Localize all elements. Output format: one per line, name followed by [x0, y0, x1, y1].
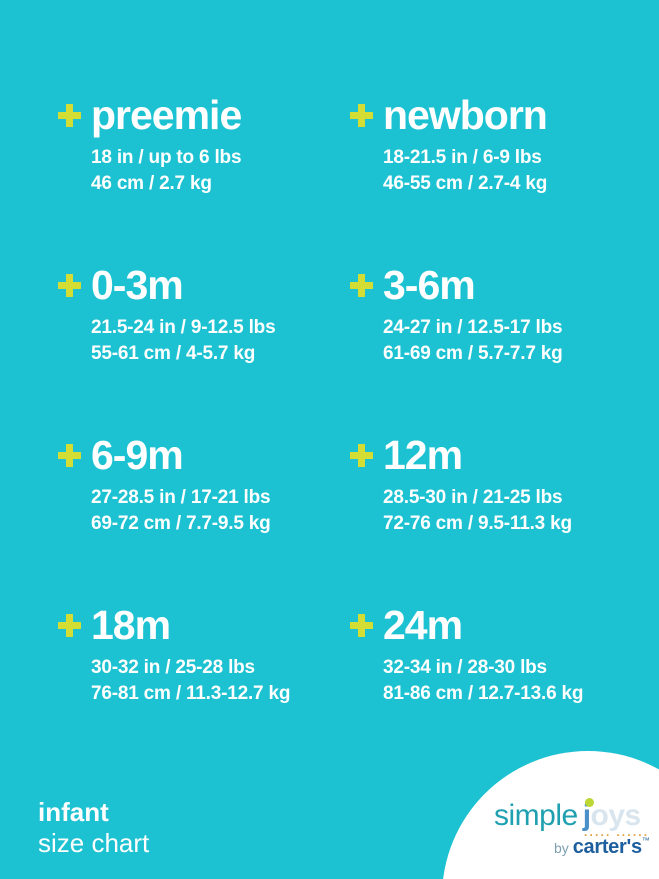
logo-letter-j: j — [582, 799, 591, 832]
size-imperial: 30-32 in / 25-28 lbs — [91, 657, 255, 678]
size-label: 18m — [91, 602, 171, 648]
size-metric: 69-72 cm / 7.7-9.5 kg — [91, 513, 271, 534]
plus-icon — [58, 274, 81, 297]
plus-icon — [350, 274, 373, 297]
plus-icon — [58, 104, 81, 127]
size-card-3-6m: 3-6m 24-27 in / 12.5-17 lbs 61-69 cm / 5… — [350, 265, 642, 435]
size-card-12m: 12m 28.5-30 in / 21-25 lbs 72-76 cm / 9.… — [350, 435, 642, 605]
plus-icon — [350, 614, 373, 637]
logo-word-carters: carter's — [572, 836, 642, 858]
logo-word-by: by — [554, 840, 573, 856]
trademark-symbol: ™ — [641, 836, 650, 845]
logo-dotted-underline: ····· ······ — [584, 828, 650, 842]
size-metric: 72-76 cm / 9.5-11.3 kg — [383, 513, 572, 534]
size-metric: 55-61 cm / 4-5.7 kg — [91, 343, 256, 364]
size-metric: 46-55 cm / 2.7-4 kg — [383, 173, 548, 194]
size-metric: 61-69 cm / 5.7-7.7 kg — [383, 343, 563, 364]
size-card-18m: 18m 30-32 in / 25-28 lbs 76-81 cm / 11.3… — [58, 605, 350, 775]
size-card-0-3m: 0-3m 21.5-24 in / 9-12.5 lbs 55-61 cm / … — [58, 265, 350, 435]
size-label: preemie — [91, 92, 242, 138]
size-card-preemie: preemie 18 in / up to 6 lbs 46 cm / 2.7 … — [58, 95, 350, 265]
size-label: 3-6m — [383, 262, 476, 308]
caption-title: infant — [38, 797, 109, 827]
size-label: 0-3m — [91, 262, 184, 308]
size-metric: 81-86 cm / 12.7-13.6 kg — [383, 683, 584, 704]
size-label: 6-9m — [91, 432, 184, 478]
size-metric: 76-81 cm / 11.3-12.7 kg — [91, 683, 291, 704]
size-imperial: 28.5-30 in / 21-25 lbs — [383, 487, 563, 508]
size-imperial: 24-27 in / 12.5-17 lbs — [383, 317, 563, 338]
simple-joys-logo: simple joys — [494, 801, 641, 831]
size-imperial: 18 in / up to 6 lbs — [91, 147, 242, 168]
size-metric: 46 cm / 2.7 kg — [91, 173, 212, 194]
size-card-24m: 24m 32-34 in / 28-30 lbs 81-86 cm / 12.7… — [350, 605, 642, 775]
logo-word-simple: simple — [494, 799, 578, 832]
caption-subtitle: size chart — [38, 828, 150, 858]
plus-icon — [350, 104, 373, 127]
size-imperial: 27-28.5 in / 17-21 lbs — [91, 487, 271, 508]
size-card-newborn: newborn 18-21.5 in / 6-9 lbs 46-55 cm / … — [350, 95, 642, 265]
brand-logo-circle: simple joys ····· ······ by carter's™ — [442, 751, 659, 879]
size-label: 24m — [383, 602, 463, 648]
logo-word-oys: oys — [590, 799, 642, 832]
size-imperial: 32-34 in / 28-30 lbs — [383, 657, 547, 678]
size-imperial: 21.5-24 in / 9-12.5 lbs — [91, 317, 276, 338]
chart-caption: infant size chart — [38, 797, 149, 859]
plus-icon — [58, 614, 81, 637]
plus-icon — [350, 444, 373, 467]
plus-icon — [58, 444, 81, 467]
size-label: newborn — [383, 92, 548, 138]
size-grid: preemie 18 in / up to 6 lbs 46 cm / 2.7 … — [58, 95, 642, 775]
by-carters-logo: by carter's™ — [554, 836, 650, 859]
size-card-6-9m: 6-9m 27-28.5 in / 17-21 lbs 69-72 cm / 7… — [58, 435, 350, 605]
size-label: 12m — [383, 432, 463, 478]
size-imperial: 18-21.5 in / 6-9 lbs — [383, 147, 542, 168]
